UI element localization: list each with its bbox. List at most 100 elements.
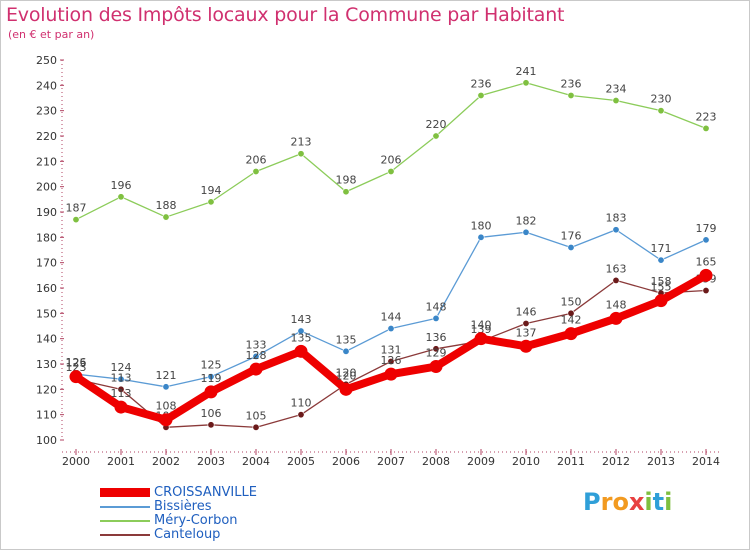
y-tick-label: 170 <box>36 257 57 270</box>
data-point <box>69 370 83 384</box>
y-tick-label: 190 <box>36 206 57 219</box>
logo-letter: r <box>600 488 613 516</box>
data-point <box>612 276 620 284</box>
logo-letter: P <box>583 488 601 516</box>
x-tick-label: 2006 <box>332 455 360 468</box>
data-label: 119 <box>201 372 222 385</box>
x-tick-label: 2013 <box>647 455 675 468</box>
logo-letter: i <box>644 488 653 516</box>
data-label: 135 <box>291 331 312 344</box>
data-label: 171 <box>651 242 672 255</box>
data-label: 125 <box>66 357 87 370</box>
data-label: 121 <box>156 369 177 382</box>
data-label: 241 <box>516 65 537 78</box>
chart-title: Evolution des Impôts locaux pour la Comm… <box>6 4 565 26</box>
data-point <box>159 413 173 427</box>
x-tick-label: 2014 <box>692 455 720 468</box>
data-label: 236 <box>561 77 582 90</box>
logo-letter: x <box>628 488 645 516</box>
data-label: 206 <box>246 153 267 166</box>
y-tick-label: 120 <box>36 383 57 396</box>
data-point <box>522 228 530 236</box>
data-point <box>294 344 308 358</box>
data-label: 128 <box>246 349 267 362</box>
data-label: 131 <box>381 343 402 356</box>
logo-letter: o <box>612 488 629 516</box>
data-label: 124 <box>111 361 132 374</box>
x-tick-label: 2001 <box>107 455 135 468</box>
data-point <box>522 319 530 327</box>
data-label: 113 <box>111 371 132 384</box>
data-point <box>429 360 443 374</box>
data-label: 179 <box>696 222 717 235</box>
data-point <box>387 357 395 365</box>
logo-letter: t <box>652 488 665 516</box>
data-label: 176 <box>561 229 582 242</box>
x-tick-label: 2000 <box>62 455 90 468</box>
legend-swatch <box>100 488 150 497</box>
data-point <box>567 309 575 317</box>
y-tick-label: 150 <box>36 307 57 320</box>
data-point <box>609 311 623 325</box>
data-point <box>702 236 710 244</box>
data-point <box>207 421 215 429</box>
data-point <box>204 385 218 399</box>
data-point <box>657 107 665 115</box>
data-label: 163 <box>606 262 627 275</box>
data-point <box>117 385 125 393</box>
data-label: 108 <box>156 400 177 413</box>
proxiti-logo[interactable]: Proxiti <box>583 488 672 516</box>
x-tick-label: 2011 <box>557 455 585 468</box>
data-point <box>162 383 170 391</box>
x-tick-label: 2003 <box>197 455 225 468</box>
data-point <box>297 327 305 335</box>
logo-letter: i <box>664 488 673 516</box>
data-label: 213 <box>291 136 312 149</box>
data-label: 106 <box>201 407 222 420</box>
data-label: 125 <box>201 359 222 372</box>
data-point <box>432 345 440 353</box>
data-point <box>477 233 485 241</box>
data-point <box>654 294 668 308</box>
legend-swatch <box>100 534 150 536</box>
y-tick-label: 230 <box>36 105 57 118</box>
data-point <box>702 287 710 295</box>
data-label: 236 <box>471 77 492 90</box>
data-label: 187 <box>66 202 87 215</box>
x-tick-label: 2009 <box>467 455 495 468</box>
data-point <box>342 188 350 196</box>
data-point <box>567 243 575 251</box>
data-label: 165 <box>696 255 717 268</box>
data-point <box>432 132 440 140</box>
legend-swatch <box>100 520 150 522</box>
y-tick-label: 250 <box>36 54 57 67</box>
data-label: 206 <box>381 153 402 166</box>
data-point <box>162 213 170 221</box>
data-point <box>564 327 578 341</box>
x-tick-label: 2004 <box>242 455 270 468</box>
legend-swatch <box>100 506 150 508</box>
data-label: 120 <box>336 366 357 379</box>
data-label: 183 <box>606 212 627 225</box>
data-label: 223 <box>696 110 717 123</box>
data-label: 144 <box>381 311 402 324</box>
data-point <box>207 198 215 206</box>
data-point <box>252 167 260 175</box>
data-point <box>522 79 530 87</box>
data-label: 155 <box>651 281 672 294</box>
legend-label: Bissières <box>154 499 212 514</box>
x-tick-label: 2005 <box>287 455 315 468</box>
data-label: 105 <box>246 409 267 422</box>
data-point <box>339 382 353 396</box>
data-point <box>114 400 128 414</box>
data-point <box>252 423 260 431</box>
data-label: 136 <box>426 331 447 344</box>
data-label: 135 <box>336 333 357 346</box>
x-tick-label: 2008 <box>422 455 450 468</box>
y-tick-label: 200 <box>36 181 57 194</box>
data-point <box>477 91 485 99</box>
data-label: 234 <box>606 83 627 96</box>
data-label: 148 <box>426 300 447 313</box>
data-label: 143 <box>291 313 312 326</box>
data-point <box>432 314 440 322</box>
